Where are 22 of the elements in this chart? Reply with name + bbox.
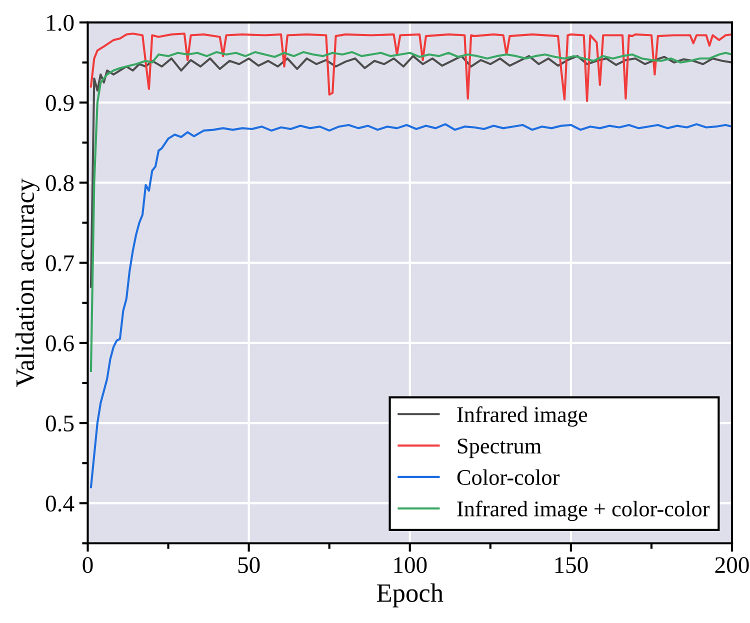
x-tick-label: 100 [394, 557, 427, 574]
y-tick-label: 1.0 [47, 14, 74, 31]
legend-label: Infrared image + color-color [457, 500, 710, 522]
y-tick-label: 0.8 [46, 175, 74, 192]
legend-label: Infrared image [457, 406, 588, 427]
line-series [90, 51, 732, 372]
y-tick-label: 0.6 [46, 335, 74, 352]
x-tick-label: 0 [82, 557, 93, 574]
line-series [90, 123, 732, 488]
y-axis-title: Validation accuracy [15, 178, 40, 387]
y-tick-label: 0.4 [46, 496, 74, 512]
y-tick-label: 0.7 [46, 255, 74, 272]
y-tick-label: 0.9 [46, 95, 74, 112]
x-tick-label: 150 [555, 557, 588, 574]
y-tick-label: 0.5 [46, 416, 74, 432]
x-tick-label: 200 [715, 557, 749, 574]
legend-label: Color-color [457, 469, 560, 485]
x-tick-label: 50 [238, 557, 260, 574]
x-axis-title: Epoch [376, 583, 444, 608]
line-series [90, 32, 732, 102]
legend-label: Spectrum [458, 438, 542, 458]
line-series [90, 55, 732, 288]
